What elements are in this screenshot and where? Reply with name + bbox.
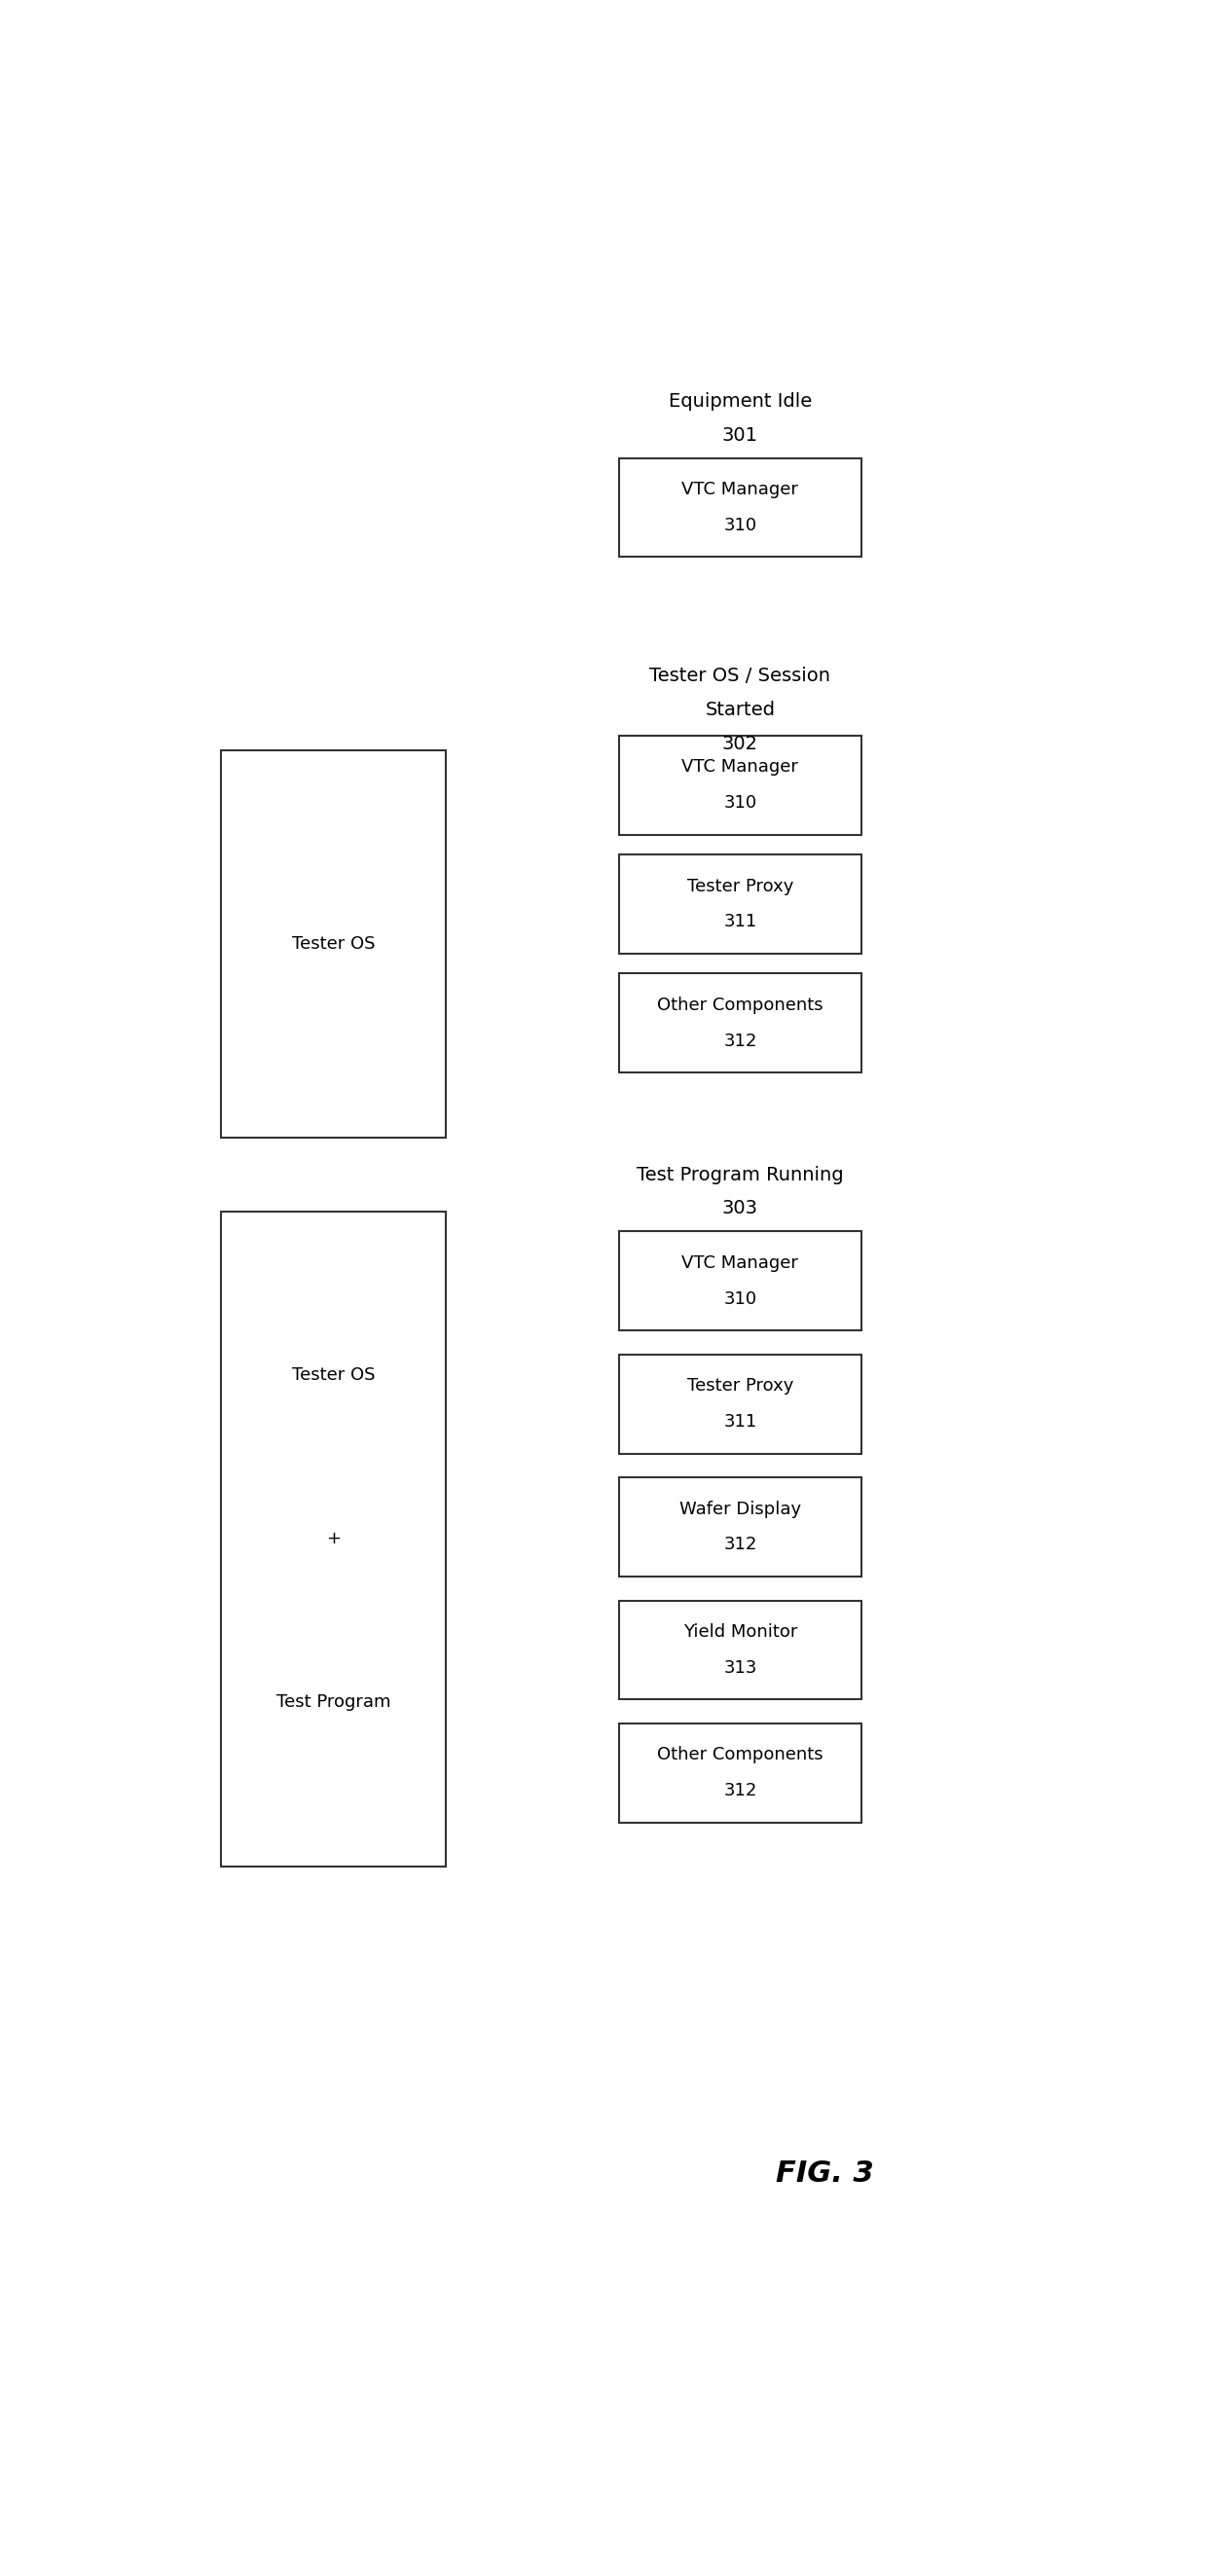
FancyBboxPatch shape [618,855,862,953]
Text: 312: 312 [723,1033,757,1051]
Text: VTC Manager: VTC Manager [682,1255,799,1273]
Text: 311: 311 [723,914,757,930]
Text: Started: Started [705,701,775,719]
Text: 313: 313 [723,1659,757,1677]
Text: Tester Proxy: Tester Proxy [687,1378,793,1396]
Text: 312: 312 [723,1783,757,1801]
Text: Other Components: Other Components [657,1747,823,1765]
Text: Wafer Display: Wafer Display [680,1499,801,1517]
FancyBboxPatch shape [618,1231,862,1332]
FancyBboxPatch shape [618,1479,862,1577]
Text: 311: 311 [723,1414,757,1430]
Text: Tester OS: Tester OS [292,935,375,953]
FancyBboxPatch shape [221,750,445,1136]
Text: 310: 310 [723,793,757,811]
Text: 312: 312 [723,1535,757,1553]
FancyBboxPatch shape [618,1355,862,1453]
Text: Tester OS / Session: Tester OS / Session [649,667,830,685]
Text: VTC Manager: VTC Manager [682,482,799,497]
FancyBboxPatch shape [618,1723,862,1824]
FancyBboxPatch shape [221,1211,445,1865]
Text: 302: 302 [722,734,758,752]
Text: Test Program: Test Program [276,1695,391,1710]
Text: Yield Monitor: Yield Monitor [683,1623,798,1641]
Text: Tester OS: Tester OS [292,1365,375,1383]
Text: Equipment Idle: Equipment Idle [669,392,812,410]
Text: +: + [326,1530,340,1548]
FancyBboxPatch shape [618,974,862,1072]
Text: Other Components: Other Components [657,997,823,1015]
Text: FIG. 3: FIG. 3 [775,2159,874,2187]
Text: 310: 310 [723,518,757,533]
Text: Test Program Running: Test Program Running [637,1167,844,1185]
Text: VTC Manager: VTC Manager [682,757,799,775]
Text: 301: 301 [722,425,758,443]
Text: Tester Proxy: Tester Proxy [687,878,793,894]
Text: 310: 310 [723,1291,757,1309]
FancyBboxPatch shape [618,737,862,835]
FancyBboxPatch shape [618,1600,862,1700]
FancyBboxPatch shape [618,459,862,556]
Text: 303: 303 [722,1200,758,1218]
